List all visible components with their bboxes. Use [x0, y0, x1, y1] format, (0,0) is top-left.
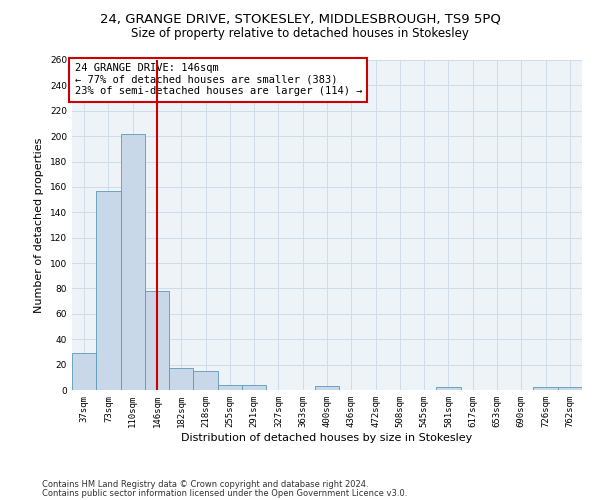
Y-axis label: Number of detached properties: Number of detached properties: [34, 138, 44, 312]
Bar: [436, 388, 461, 390]
Bar: [145, 291, 169, 390]
Text: 24 GRANGE DRIVE: 146sqm
← 77% of detached houses are smaller (383)
23% of semi-d: 24 GRANGE DRIVE: 146sqm ← 77% of detache…: [74, 64, 362, 96]
X-axis label: Distribution of detached houses by size in Stokesley: Distribution of detached houses by size …: [181, 432, 473, 442]
Bar: [169, 368, 193, 390]
Text: Contains public sector information licensed under the Open Government Licence v3: Contains public sector information licen…: [42, 488, 407, 498]
Bar: [218, 385, 242, 390]
Bar: [533, 388, 558, 390]
Text: Contains HM Land Registry data © Crown copyright and database right 2024.: Contains HM Land Registry data © Crown c…: [42, 480, 368, 489]
Bar: [558, 388, 582, 390]
Bar: [193, 371, 218, 390]
Bar: [96, 190, 121, 390]
Bar: [315, 386, 339, 390]
Bar: [72, 353, 96, 390]
Text: 24, GRANGE DRIVE, STOKESLEY, MIDDLESBROUGH, TS9 5PQ: 24, GRANGE DRIVE, STOKESLEY, MIDDLESBROU…: [100, 12, 500, 26]
Bar: [242, 385, 266, 390]
Bar: [121, 134, 145, 390]
Text: Size of property relative to detached houses in Stokesley: Size of property relative to detached ho…: [131, 28, 469, 40]
